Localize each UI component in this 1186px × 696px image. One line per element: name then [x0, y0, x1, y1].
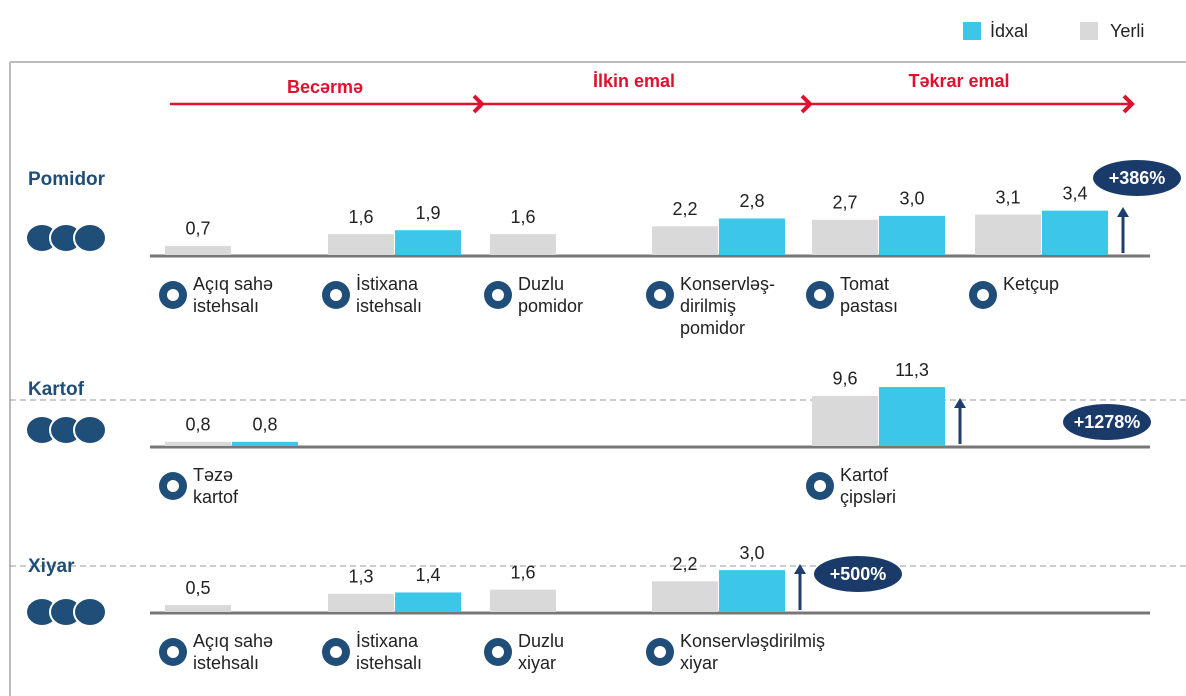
bar	[490, 589, 556, 612]
growth-arrow-head	[1117, 207, 1129, 217]
bar	[165, 441, 231, 446]
stage-arrow-head	[1122, 94, 1135, 114]
value-label: 9,6	[832, 369, 857, 389]
product-icon-inner	[330, 289, 342, 301]
product-icon-inner	[492, 646, 504, 658]
product-icon-inner	[167, 289, 179, 301]
product-label: Konservləş- dirilmiş pomidor	[680, 274, 776, 338]
bar	[652, 581, 718, 612]
row-name: Xiyar	[28, 556, 75, 577]
bar	[395, 592, 461, 612]
product-label: Duzlu xiyar	[518, 631, 565, 673]
product-label: Açıq sahə istehsalı	[193, 274, 274, 316]
product-label: İstixana istehsalı	[356, 631, 423, 673]
value-label: 0,8	[252, 415, 277, 435]
stage-label: Becərmə	[287, 77, 363, 97]
product-icon-inner	[167, 480, 179, 492]
product-icon-inner	[814, 289, 826, 301]
product-label: Təzə kartof	[193, 465, 239, 507]
bar	[165, 605, 231, 612]
growth-badge	[1063, 404, 1151, 440]
product-label: Açıq sahə istehsalı	[193, 631, 274, 673]
legend-swatch	[963, 22, 981, 40]
value-label: 0,8	[185, 415, 210, 435]
value-label: 1,3	[348, 567, 373, 587]
bar	[395, 230, 461, 255]
value-label: 1,6	[510, 207, 535, 227]
row-name: Pomidor	[28, 169, 106, 190]
product-icon-inner	[492, 289, 504, 301]
product-label: Duzlu pomidor	[518, 274, 584, 316]
bar	[879, 215, 945, 255]
value-label: 3,0	[739, 543, 764, 563]
value-label: 3,1	[995, 187, 1020, 207]
value-label: 0,7	[185, 219, 210, 239]
growth-label: +386%	[1109, 168, 1166, 188]
product-label: Ketçup	[1003, 274, 1060, 294]
legend-label: Yerli	[1110, 21, 1144, 41]
bar	[719, 218, 785, 255]
bar	[652, 226, 718, 255]
value-label: 1,4	[415, 565, 440, 585]
legend-swatch	[1080, 22, 1098, 40]
value-label: 2,7	[832, 193, 857, 213]
value-label: 2,2	[672, 554, 697, 574]
bar	[328, 593, 394, 612]
vegetable-icon	[73, 223, 107, 253]
bar	[165, 245, 231, 255]
product-icon-inner	[167, 646, 179, 658]
bar	[490, 234, 556, 255]
bar	[812, 219, 878, 255]
product-icon-inner	[654, 289, 666, 301]
vegetable-icon	[73, 415, 107, 445]
value-label: 1,6	[348, 207, 373, 227]
product-label: İstixana istehsalı	[356, 274, 423, 316]
product-label: Kartof çipsləri	[840, 465, 897, 507]
growth-arrow-head	[794, 564, 806, 574]
value-label: 3,0	[899, 189, 924, 209]
growth-arrow-head	[954, 398, 966, 408]
bar	[812, 395, 878, 446]
bar	[328, 234, 394, 255]
growth-label: +1278%	[1074, 412, 1141, 432]
value-label: 3,4	[1062, 183, 1087, 203]
bar	[975, 214, 1041, 255]
product-label: Konservləşdirilmiş xiyar	[680, 631, 826, 673]
product-icon-inner	[330, 646, 342, 658]
stage-label: İlkin emal	[593, 71, 675, 91]
bar	[232, 441, 298, 446]
vegetable-icon	[73, 597, 107, 627]
value-label: 2,2	[672, 199, 697, 219]
value-label: 0,5	[185, 578, 210, 598]
bar	[1042, 210, 1108, 255]
row-name: Kartof	[28, 379, 85, 400]
bar	[879, 387, 945, 446]
product-icon-inner	[977, 289, 989, 301]
product-icon-inner	[814, 480, 826, 492]
legend-label: İdxal	[990, 21, 1028, 41]
value-label: 1,6	[510, 562, 535, 582]
value-label: 2,8	[739, 191, 764, 211]
growth-badge	[1093, 160, 1181, 196]
growth-badge	[814, 556, 902, 592]
bar	[719, 570, 785, 612]
stage-label: Təkrar emal	[908, 71, 1009, 91]
value-label: 11,3	[895, 360, 929, 380]
growth-label: +500%	[830, 564, 887, 584]
product-label: Tomat pastası	[840, 274, 899, 316]
product-icon-inner	[654, 646, 666, 658]
value-label: 1,9	[415, 203, 440, 223]
